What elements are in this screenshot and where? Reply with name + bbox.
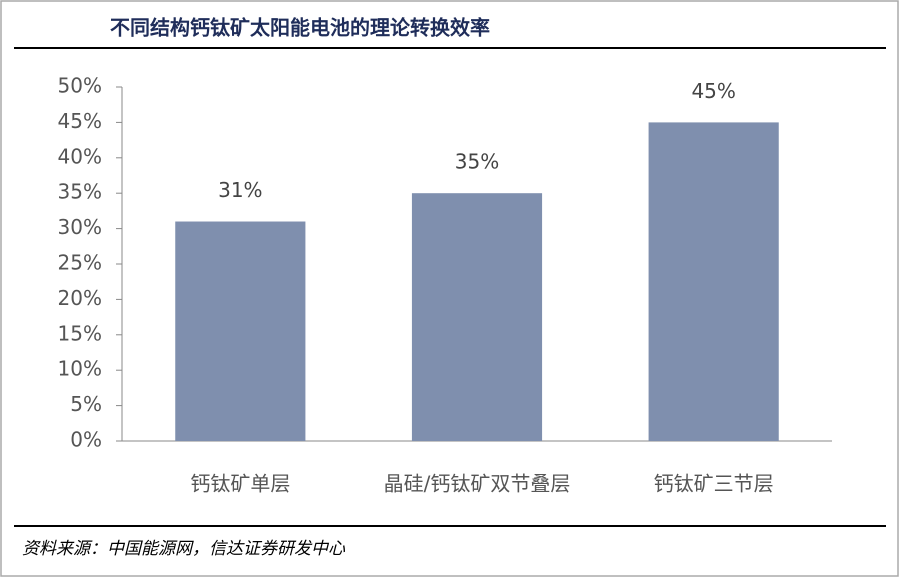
value-label: 35% [455,150,499,174]
y-tick-label: 5% [70,392,102,416]
source-note: 资料来源：中国能源网，信达证券研发中心 [22,539,346,559]
x-tick-label: 钙钛矿单层 [190,472,290,496]
y-tick-label: 40% [58,144,102,168]
value-label: 31% [218,178,262,202]
value-label: 45% [691,79,735,103]
y-tick-label: 15% [58,321,102,345]
y-tick-label: 10% [58,357,102,381]
y-tick-label: 45% [58,109,102,133]
x-tick-label: 晶硅/钙钛矿双节叠层 [384,472,571,496]
y-tick-label: 35% [58,180,102,204]
bar [175,221,306,441]
y-tick-label: 25% [58,251,102,275]
y-tick-label: 30% [58,215,102,239]
bar [648,122,779,442]
y-tick-label: 20% [58,286,102,310]
x-tick-label: 钙钛矿三节层 [654,472,774,496]
chart-title: 不同结构钙钛矿太阳能电池的理论转换效率 [110,16,490,40]
y-tick-label: 50% [58,74,102,98]
y-tick-label: 0% [70,428,102,452]
bar [411,193,543,441]
